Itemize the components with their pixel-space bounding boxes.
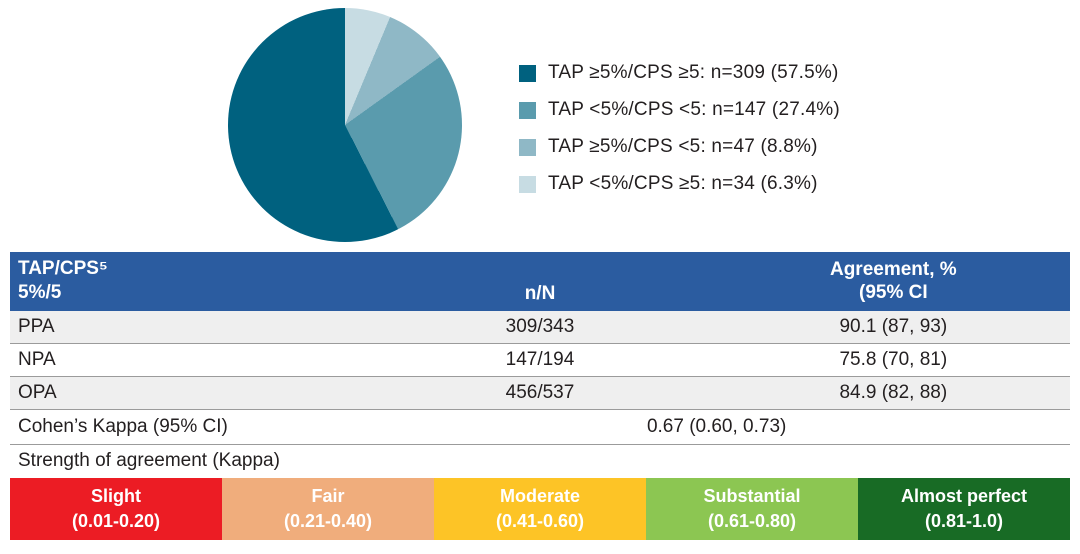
- table-row-ppa: PPA 309/343 90.1 (87, 93): [10, 310, 1070, 344]
- legend-swatch-icon: [519, 138, 536, 156]
- scale-segment-almost-perfect: Almost perfect (0.81-1.0): [858, 477, 1070, 540]
- scale-segment-name: Fair: [311, 486, 345, 507]
- scale-segment-range: (0.01-0.20): [71, 510, 161, 531]
- kappa-strength-scale: Slight (0.01-0.20) Fair (0.21-0.40) Mode…: [10, 477, 1070, 540]
- scale-segment-name: Moderate: [499, 486, 580, 507]
- scale-segment-moderate: Moderate (0.41-0.60): [434, 477, 646, 540]
- legend-item: TAP <5%/CPS <5: n=147 (27.4%): [519, 99, 840, 121]
- table-row-opa: OPA 456/537 84.9 (82, 88): [10, 376, 1070, 410]
- header-line: TAP/CPS⁵: [18, 258, 108, 279]
- row-agreement: 84.9 (82, 88): [839, 381, 948, 403]
- row-nN: 456/537: [505, 381, 575, 403]
- legend-label: TAP <5%/CPS <5: n=147 (27.4%): [548, 99, 840, 120]
- table-row-kappa: Cohen’s Kappa (95% CI) 0.67 (0.60, 0.73): [10, 410, 1070, 445]
- header-line: (95% CI: [859, 282, 928, 304]
- kappa-value: 0.67 (0.60, 0.73): [646, 415, 787, 437]
- scale-segment-range: (0.41-0.60): [495, 510, 585, 531]
- row-label: PPA: [18, 315, 55, 337]
- legend-swatch-icon: [519, 175, 536, 193]
- legend-label: TAP ≥5%/CPS <5: n=47 (8.8%): [548, 136, 818, 157]
- row-agreement: 75.8 (70, 81): [839, 348, 948, 370]
- legend-swatch-icon: [519, 64, 536, 82]
- legend-label: TAP ≥5%/CPS ≥5: n=309 (57.5%): [548, 62, 839, 83]
- legend-swatch-icon: [519, 101, 536, 119]
- scale-segment-slight: Slight (0.01-0.20): [10, 477, 222, 540]
- legend-label: TAP <5%/CPS ≥5: n=34 (6.3%): [548, 173, 818, 194]
- header-line: 5%/5: [18, 281, 62, 303]
- header-cell-nN: n/N: [363, 252, 716, 311]
- scale-segment-name: Slight: [91, 486, 141, 507]
- scale-segment-range: (0.81-1.0): [924, 510, 1004, 531]
- scale-segment-range: (0.61-0.80): [707, 510, 797, 531]
- scale-segment-substantial: Substantial (0.61-0.80): [646, 477, 858, 540]
- header-cell-agreement: Agreement, % (95% CI: [717, 252, 1070, 311]
- scale-segment-range: (0.21-0.40): [283, 510, 373, 531]
- pie-section: TAP ≥5%/CPS ≥5: n=309 (57.5%) TAP <5%/CP…: [0, 0, 1080, 252]
- legend-item: TAP ≥5%/CPS <5: n=47 (8.8%): [519, 136, 840, 158]
- row-label: OPA: [18, 381, 57, 403]
- strength-of-agreement-label: Strength of agreement (Kappa): [18, 450, 280, 471]
- pie-legend: TAP ≥5%/CPS ≥5: n=309 (57.5%) TAP <5%/CP…: [519, 62, 840, 210]
- header-line: Agreement, %: [829, 258, 957, 280]
- legend-item: TAP ≥5%/CPS ≥5: n=309 (57.5%): [519, 62, 840, 84]
- row-nN: 147/194: [505, 348, 575, 370]
- agreement-table: TAP/CPS⁵ 5%/5 n/N Agreement, % (95% CI P…: [10, 252, 1070, 540]
- scale-segment-name: Substantial: [703, 486, 801, 507]
- legend-item: TAP <5%/CPS ≥5: n=34 (6.3%): [519, 173, 840, 195]
- scale-segment-fair: Fair (0.21-0.40): [222, 477, 434, 540]
- scale-segment-name: Almost perfect: [900, 486, 1028, 507]
- row-label: NPA: [18, 348, 56, 370]
- row-agreement: 90.1 (87, 93): [839, 315, 948, 337]
- pie-chart: [228, 8, 462, 242]
- table-header: TAP/CPS⁵ 5%/5 n/N Agreement, % (95% CI: [10, 252, 1070, 311]
- kappa-label: Cohen’s Kappa (95% CI): [18, 415, 228, 437]
- table-row-npa: NPA 147/194 75.8 (70, 81): [10, 344, 1070, 377]
- header-line: n/N: [524, 282, 556, 304]
- header-cell-tap-cps: TAP/CPS⁵ 5%/5: [10, 252, 363, 311]
- row-nN: 309/343: [505, 315, 575, 337]
